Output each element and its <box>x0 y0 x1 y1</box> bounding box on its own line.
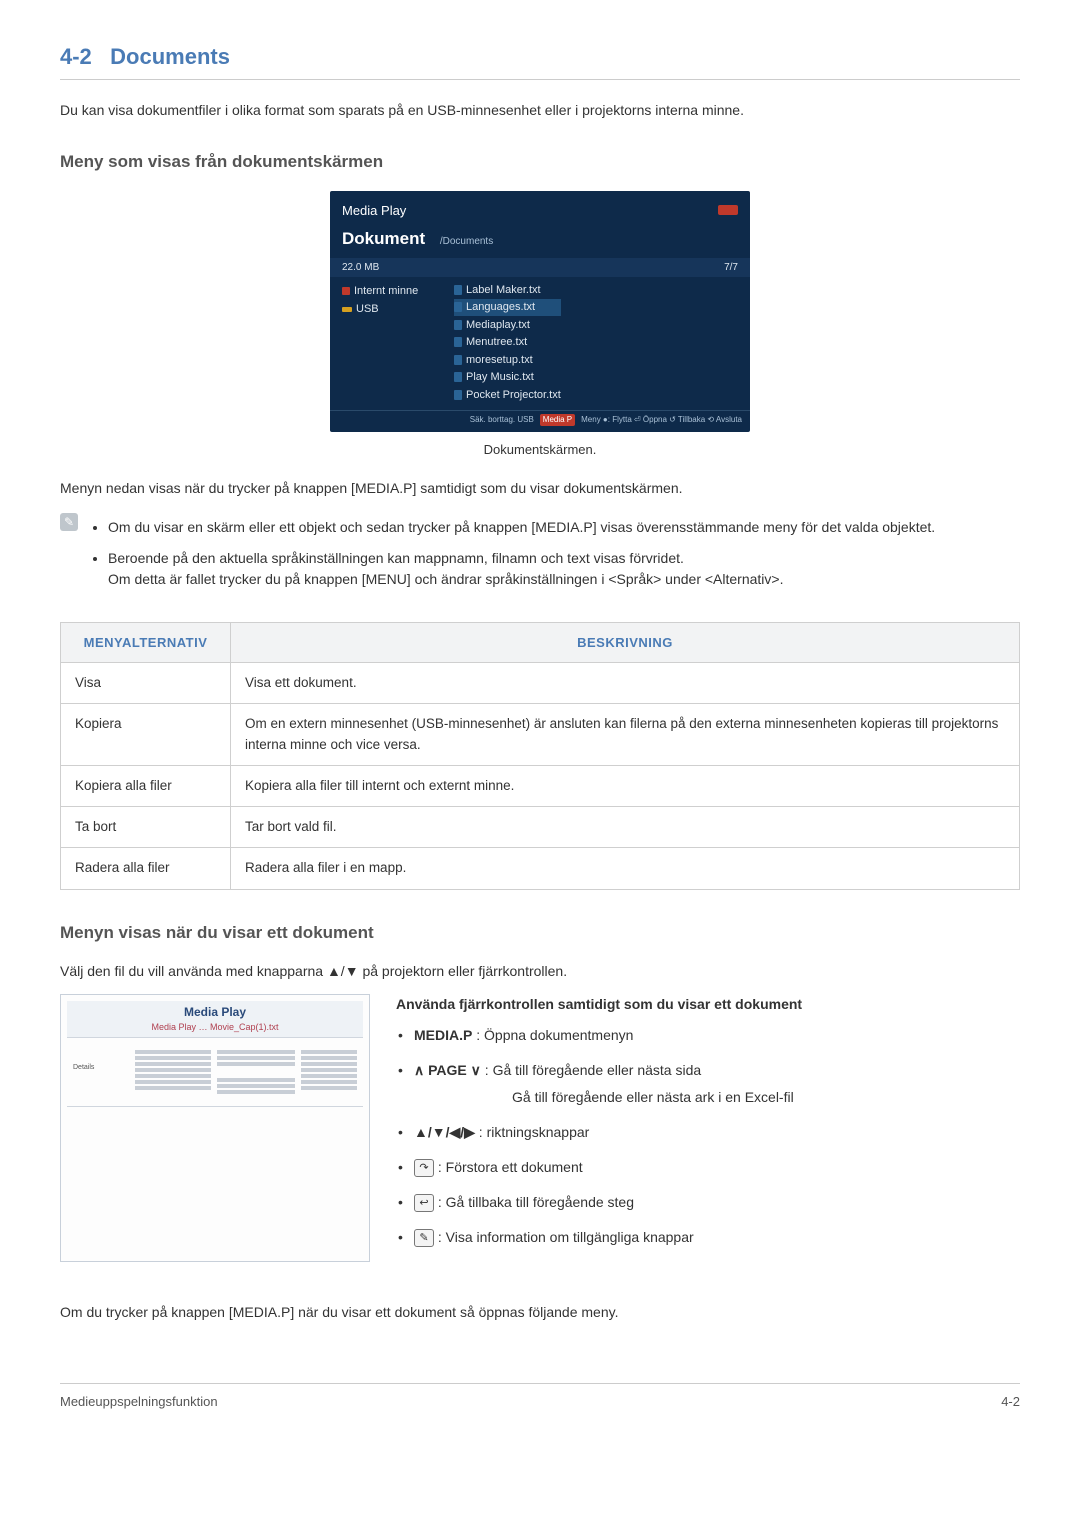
option-desc: Tar bort vald fil. <box>231 807 1020 848</box>
file-item: Languages.txt <box>454 299 561 316</box>
file-icon <box>454 285 462 295</box>
screenshot2-title: Media Play <box>73 1003 357 1021</box>
option-desc: Om en extern minnesenhet (USB-minnesenhe… <box>231 704 1020 766</box>
file-icon <box>454 355 462 365</box>
enlarge-icon: ↷ <box>414 1159 434 1177</box>
footer-left: Säk. borttag. USB <box>470 414 534 426</box>
remote-item: MEDIA.P : Öppna dokumentmenyn <box>396 1025 802 1046</box>
file-item: Pocket Projector.txt <box>454 387 561 404</box>
doc-col <box>133 1044 213 1100</box>
remote-item: ∧ PAGE ∨ : Gå till föregående eller näst… <box>396 1060 802 1108</box>
file-item: moresetup.txt <box>454 352 561 369</box>
option-name: Ta bort <box>61 807 231 848</box>
table-row: KopieraOm en extern minnesenhet (USB-min… <box>61 704 1020 766</box>
option-name: Kopiera <box>61 704 231 766</box>
section-name: Documents <box>110 44 230 69</box>
paragraph-1: Menyn nedan visas när du trycker på knap… <box>60 478 1020 499</box>
key-label: ∧ PAGE ∨ <box>414 1062 481 1078</box>
document-screen-screenshot: Media Play Dokument /Documents 22.0 MB 7… <box>330 191 750 433</box>
doc-col <box>215 1044 297 1100</box>
footer-badge: Media P <box>540 414 575 426</box>
key-subdesc: Gå till föregående eller nästa ark i en … <box>512 1087 802 1108</box>
remote-item: ↷ : Förstora ett dokument <box>396 1157 802 1178</box>
screenshot-app-title: Media Play <box>342 201 406 221</box>
table-row: Radera alla filerRadera alla filer i en … <box>61 848 1020 889</box>
file-list: Label Maker.txtLanguages.txtMediaplay.tx… <box>454 281 561 405</box>
remote-list: MEDIA.P : Öppna dokumentmenyn ∧ PAGE ∨ : … <box>396 1025 802 1248</box>
source-internal: Internt minne <box>342 283 442 300</box>
document-view-screenshot: Media Play Media Play … Movie_Cap(1).txt… <box>60 994 370 1262</box>
note-list: Om du visar en skärm eller ett objekt oc… <box>90 513 935 600</box>
section-number: 4-2 <box>60 44 92 69</box>
file-item: Play Music.txt <box>454 369 561 386</box>
screenshot-path: /Documents <box>440 236 493 247</box>
screenshot-size: 22.0 MB <box>342 260 379 275</box>
back-icon: ↩ <box>414 1194 434 1212</box>
footer-right: Meny ●: Flytta ⏎ Öppna ↺ Tillbaka ⟲ Avsl… <box>581 414 742 426</box>
key-desc: : Visa information om tillgängliga knapp… <box>434 1229 694 1245</box>
key-label: ▲/▼/◀/▶ <box>414 1124 475 1140</box>
key-desc: : Gå till föregående eller nästa sida <box>481 1062 701 1078</box>
file-icon <box>454 390 462 400</box>
table-row: VisaVisa ett dokument. <box>61 663 1020 704</box>
note-item: Om du visar en skärm eller ett objekt oc… <box>108 517 935 538</box>
intro-paragraph: Du kan visa dokumentfiler i olika format… <box>60 100 1020 121</box>
table-header-option: MENYALTERNATIV <box>61 622 231 663</box>
subheading-2: Menyn visas när du visar ett dokument <box>60 920 1020 946</box>
file-icon <box>454 302 462 312</box>
usb-src-icon <box>342 307 352 312</box>
key-label: MEDIA.P <box>414 1027 472 1043</box>
file-icon <box>454 372 462 382</box>
option-desc: Visa ett dokument. <box>231 663 1020 704</box>
note-item: Beroende på den aktuella språkinställnin… <box>108 548 935 590</box>
file-item: Mediaplay.txt <box>454 317 561 334</box>
option-name: Visa <box>61 663 231 704</box>
file-icon <box>454 320 462 330</box>
table-row: Kopiera alla filerKopiera alla filer til… <box>61 765 1020 806</box>
option-desc: Kopiera alla filer till internt och exte… <box>231 765 1020 806</box>
paragraph-3: Om du trycker på knappen [MEDIA.P] när d… <box>60 1302 1020 1323</box>
key-desc: : Öppna dokumentmenyn <box>472 1027 633 1043</box>
screenshot-count: 7/7 <box>724 260 738 275</box>
option-desc: Radera alla filer i en mapp. <box>231 848 1020 889</box>
screenshot-caption: Dokumentskärmen. <box>60 440 1020 460</box>
table-row: Ta bortTar bort vald fil. <box>61 807 1020 848</box>
file-item: Menutree.txt <box>454 334 561 351</box>
footer-page: 4-2 <box>1001 1392 1020 1412</box>
page-footer: Medieuppspelningsfunktion 4-2 <box>60 1383 1020 1412</box>
remote-item: ✎ : Visa information om tillgängliga kna… <box>396 1227 802 1248</box>
key-desc: : riktningsknappar <box>475 1124 589 1140</box>
doc-col: Details <box>71 1044 131 1100</box>
menu-options-table: MENYALTERNATIV BESKRIVNING VisaVisa ett … <box>60 622 1020 890</box>
screenshot-screen-title: Dokument <box>342 229 425 248</box>
info-icon: ✎ <box>414 1229 434 1247</box>
section-title: 4-2 Documents <box>60 40 1020 80</box>
option-name: Radera alla filer <box>61 848 231 889</box>
key-desc: : Förstora ett dokument <box>434 1159 583 1175</box>
paragraph-2: Välj den fil du vill använda med knappar… <box>60 961 1020 982</box>
note-icon: ✎ <box>60 513 78 531</box>
remote-title: Använda fjärrkontrollen samtidigt som du… <box>396 994 802 1015</box>
doc-col <box>299 1044 359 1100</box>
screenshot2-path: Media Play … Movie_Cap(1).txt <box>73 1021 357 1035</box>
internal-icon <box>342 287 350 295</box>
option-name: Kopiera alla filer <box>61 765 231 806</box>
file-icon <box>454 337 462 347</box>
doc-footer <box>67 1106 363 1126</box>
footer-label: Medieuppspelningsfunktion <box>60 1392 218 1412</box>
file-item: Label Maker.txt <box>454 282 561 299</box>
usb-icon <box>718 205 738 215</box>
key-desc: : Gå tillbaka till föregående steg <box>434 1194 634 1210</box>
remote-item: ▲/▼/◀/▶ : riktningsknappar <box>396 1122 802 1143</box>
source-usb: USB <box>342 301 442 318</box>
table-header-description: BESKRIVNING <box>231 622 1020 663</box>
subheading-1: Meny som visas från dokumentskärmen <box>60 149 1020 175</box>
remote-item: ↩ : Gå tillbaka till föregående steg <box>396 1192 802 1213</box>
